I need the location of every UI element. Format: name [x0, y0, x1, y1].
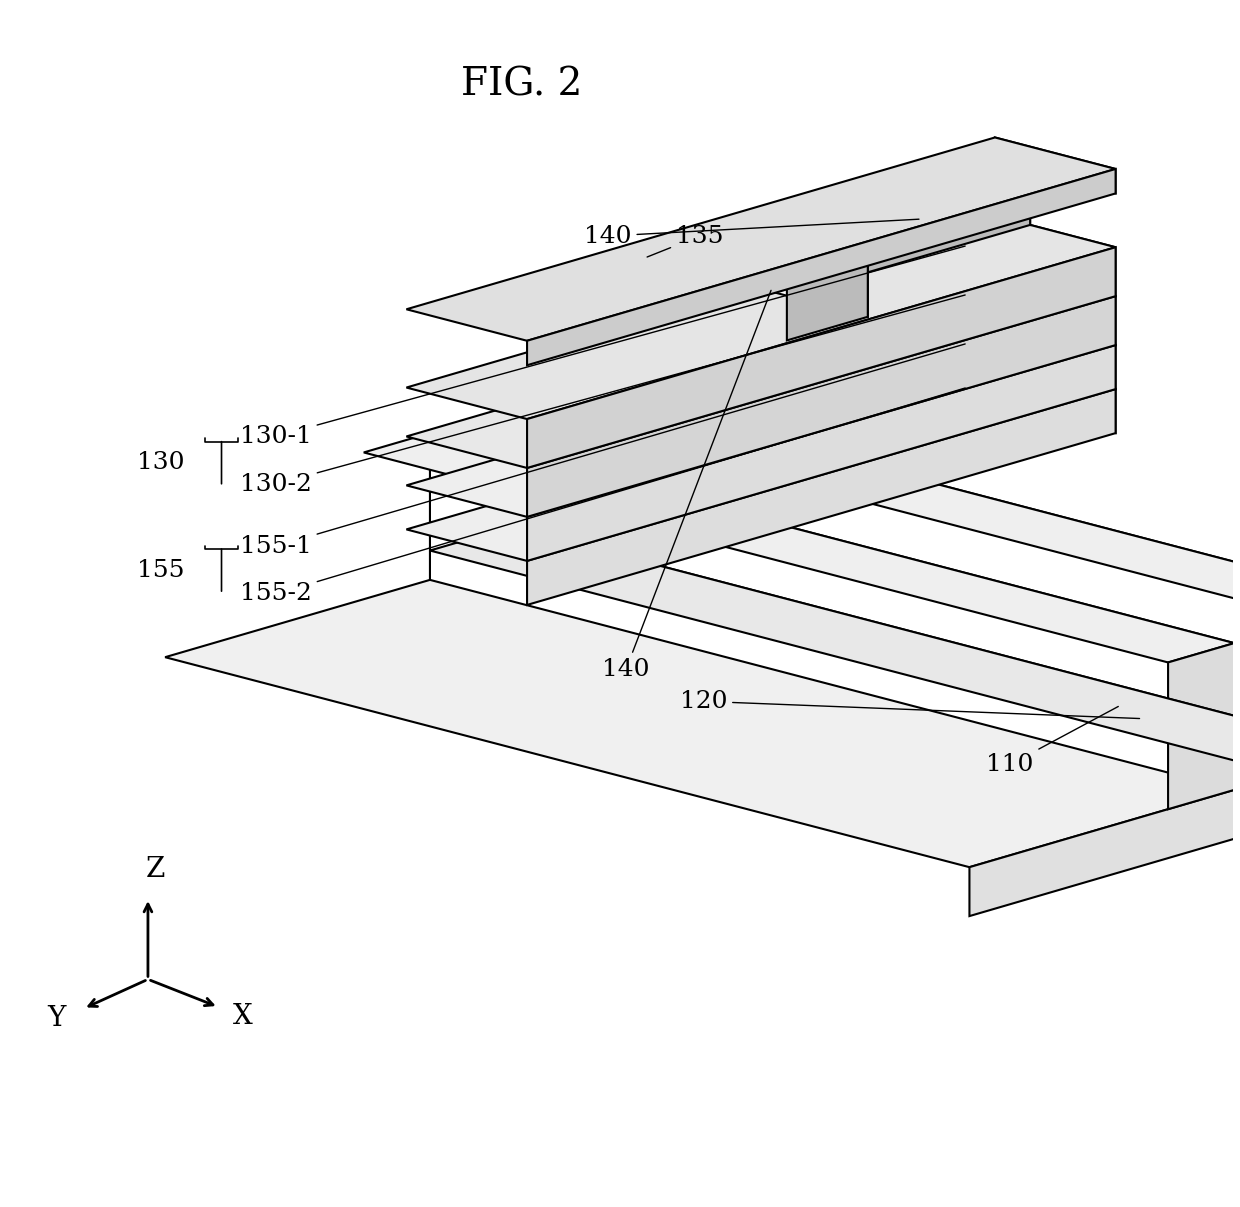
Polygon shape — [363, 433, 1234, 663]
Polygon shape — [1234, 737, 1240, 789]
Polygon shape — [407, 357, 1116, 561]
Text: Y: Y — [47, 1004, 66, 1032]
Polygon shape — [407, 216, 1116, 419]
Polygon shape — [970, 695, 1240, 916]
Polygon shape — [430, 527, 1240, 760]
Polygon shape — [994, 138, 1116, 193]
Polygon shape — [165, 485, 1240, 867]
Text: 155-1: 155-1 — [239, 344, 965, 558]
Polygon shape — [527, 247, 1116, 468]
Text: 155: 155 — [138, 559, 185, 582]
Polygon shape — [527, 345, 1116, 561]
Polygon shape — [527, 296, 1116, 517]
Polygon shape — [818, 162, 1030, 222]
Polygon shape — [1168, 643, 1234, 809]
Text: 135: 135 — [647, 225, 723, 257]
Polygon shape — [407, 264, 1116, 468]
Polygon shape — [787, 263, 868, 340]
Polygon shape — [994, 357, 1116, 433]
Polygon shape — [407, 138, 1116, 340]
Text: 130: 130 — [138, 451, 185, 474]
Text: FIG. 2: FIG. 2 — [461, 66, 583, 104]
Text: 140: 140 — [584, 220, 919, 247]
Text: 130-1: 130-1 — [239, 246, 965, 448]
Text: 120: 120 — [680, 690, 1140, 718]
Text: X: X — [233, 1003, 253, 1030]
Text: 110: 110 — [986, 706, 1118, 776]
Polygon shape — [994, 314, 1116, 389]
Polygon shape — [758, 234, 868, 316]
Polygon shape — [994, 264, 1116, 345]
Polygon shape — [577, 390, 1240, 747]
Polygon shape — [511, 527, 1240, 766]
Polygon shape — [430, 433, 1234, 789]
Polygon shape — [994, 162, 1030, 225]
Polygon shape — [853, 171, 1030, 276]
Polygon shape — [994, 216, 1116, 296]
Polygon shape — [527, 389, 1116, 605]
Polygon shape — [676, 234, 868, 286]
Polygon shape — [527, 169, 1116, 366]
Text: 130-2: 130-2 — [239, 295, 965, 496]
Polygon shape — [754, 485, 1240, 745]
Text: 140: 140 — [603, 291, 771, 681]
Text: 155-2: 155-2 — [239, 387, 965, 606]
Text: Z: Z — [145, 856, 165, 884]
Polygon shape — [407, 314, 1116, 517]
Polygon shape — [511, 390, 1240, 619]
